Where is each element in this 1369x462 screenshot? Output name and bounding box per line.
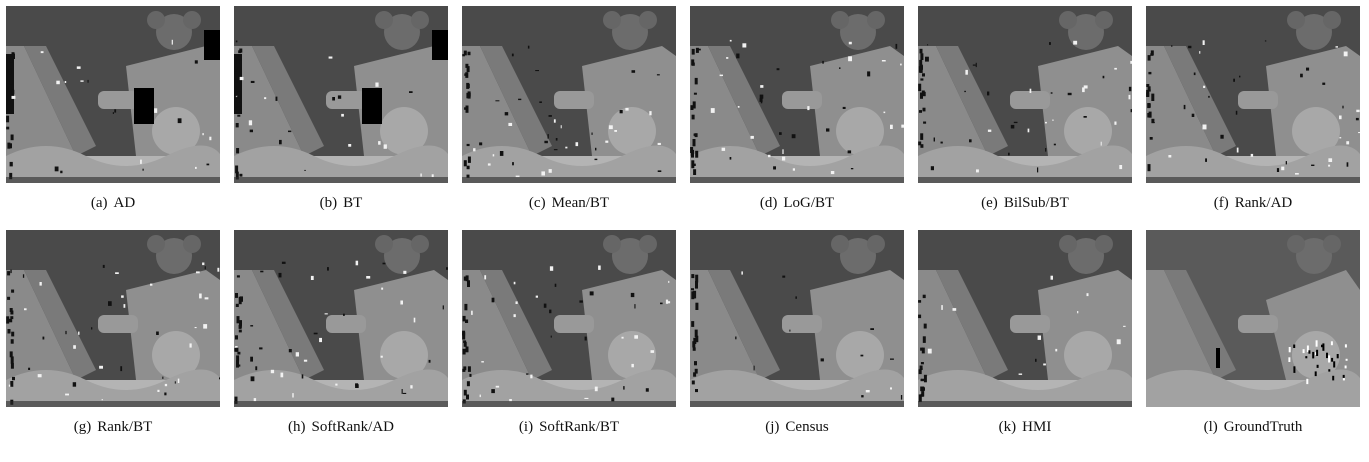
- disparity-map-image: [462, 230, 676, 407]
- disparity-map-image: [6, 230, 220, 407]
- panel-j: (j) Census: [690, 230, 904, 436]
- panel-i: (i) SoftRank/BT: [462, 230, 676, 436]
- figure-row-1: (a) AD (b) BT (c) Mean/BT (d) LoG/BT (e) BilS…: [6, 6, 1366, 212]
- panel-c: (c) Mean/BT: [462, 6, 676, 212]
- panel-d: (d) LoG/BT: [690, 6, 904, 212]
- disparity-map-image: [690, 230, 904, 407]
- panel-caption: (f) Rank/AD: [1213, 195, 1293, 211]
- panel-f: (f) Rank/AD: [1146, 6, 1360, 212]
- panel-g: (g) Rank/BT: [6, 230, 220, 436]
- disparity-map-image: [1146, 230, 1360, 407]
- disparity-map-image: [234, 6, 448, 183]
- disparity-map-image: [462, 6, 676, 183]
- panel-a: (a) AD: [6, 6, 220, 212]
- disparity-map-image: [690, 6, 904, 183]
- panel-caption: (l) GroundTruth: [1203, 419, 1303, 435]
- disparity-map-image: [1146, 6, 1360, 183]
- figure-row-2: (g) Rank/BT (h) SoftRank/AD (i) SoftRank/BT…: [6, 230, 1366, 436]
- disparity-map-image: [234, 230, 448, 407]
- panel-caption: (k) HMI: [998, 419, 1052, 435]
- panel-caption: (a) AD: [90, 195, 136, 211]
- disparity-map-image: [918, 230, 1132, 407]
- panel-caption: (g) Rank/BT: [73, 419, 153, 435]
- panel-caption: (i) SoftRank/BT: [518, 419, 620, 435]
- panel-e: (e) BilSub/BT: [918, 6, 1132, 212]
- disparity-map-image: [918, 6, 1132, 183]
- panel-b: (b) BT: [234, 6, 448, 212]
- panel-caption: (j) Census: [765, 419, 829, 435]
- panel-caption: (h) SoftRank/AD: [288, 419, 394, 435]
- disparity-map-image: [6, 6, 220, 183]
- disparity-figure: (a) AD (b) BT (c) Mean/BT (d) LoG/BT (e) BilS…: [6, 6, 1366, 454]
- panel-h: (h) SoftRank/AD: [234, 230, 448, 436]
- panel-k: (k) HMI: [918, 230, 1132, 436]
- panel-l: (l) GroundTruth: [1146, 230, 1360, 436]
- panel-caption: (d) LoG/BT: [759, 195, 835, 211]
- panel-caption: (c) Mean/BT: [528, 195, 610, 211]
- panel-caption: (b) BT: [319, 195, 363, 211]
- panel-caption: (e) BilSub/BT: [981, 195, 1069, 211]
